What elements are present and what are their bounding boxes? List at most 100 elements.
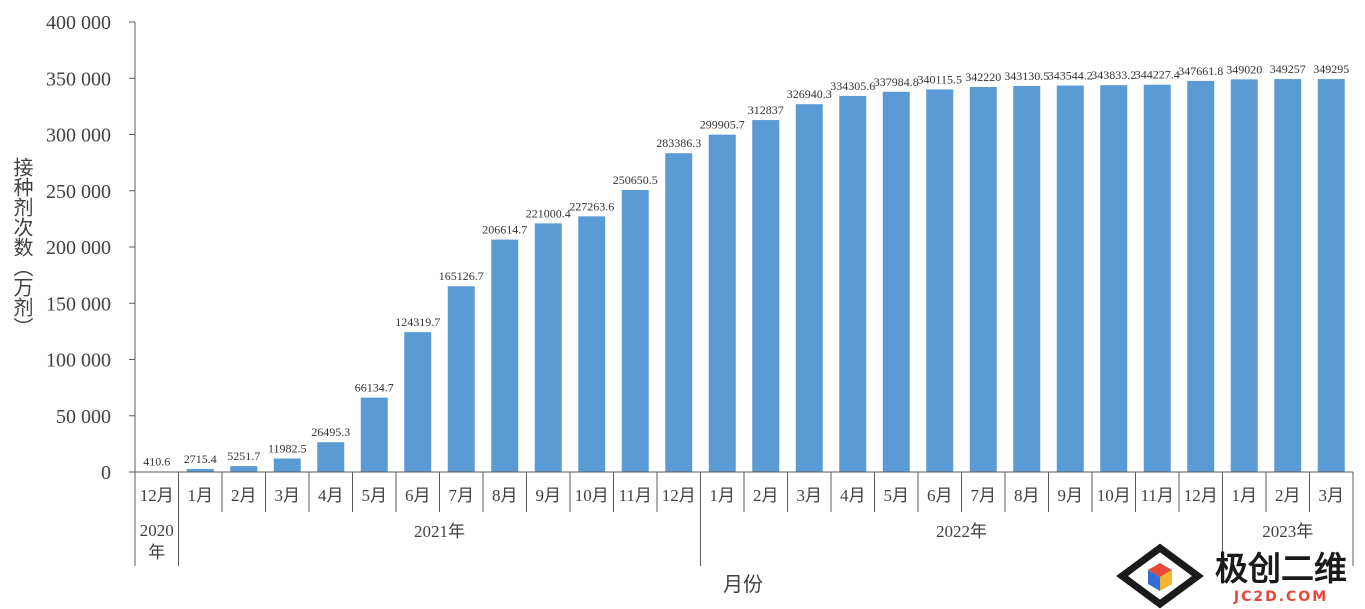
x-tick-label: 6月 — [927, 486, 953, 505]
data-label: 26495.3 — [311, 425, 350, 439]
bar — [882, 91, 910, 473]
y-tick-label: 0 — [101, 462, 111, 484]
data-label: 349295 — [1313, 62, 1349, 76]
bar — [360, 397, 388, 472]
data-label: 206614.7 — [482, 223, 527, 237]
watermark: 极创二维 JC2D.COM — [1116, 543, 1347, 609]
y-axis: 0 50 000 100 000 150 000 200 000 250 000 300 0… — [46, 12, 136, 484]
x-tick-label: 3月 — [1319, 486, 1345, 505]
bar — [926, 89, 954, 473]
data-label: 343833.2 — [1091, 68, 1136, 82]
watermark-subtext: JC2D.COM — [1233, 589, 1328, 605]
data-label: 312837 — [748, 103, 784, 117]
data-label: 410.6 — [143, 455, 170, 469]
bar — [1274, 79, 1302, 472]
data-label: 343544.2 — [1048, 69, 1093, 83]
data-label: 349257 — [1270, 62, 1306, 76]
bar — [317, 442, 345, 472]
bar — [273, 458, 301, 472]
data-label: 326940.3 — [787, 87, 832, 101]
x-tick-label: 3月 — [797, 486, 823, 505]
x-tick-label: 1月 — [1232, 486, 1258, 505]
bar — [1143, 84, 1171, 472]
x-tick-label: 10月 — [575, 486, 609, 505]
x-tick-label: 12月 — [140, 486, 174, 505]
bar — [621, 190, 649, 472]
x-tick-label: 2月 — [753, 486, 779, 505]
y-tick-label: 350 000 — [46, 68, 111, 90]
x-tick-label: 11月 — [1141, 486, 1174, 505]
year-group-label: 2023年 — [1262, 522, 1313, 541]
x-tick-label: 8月 — [492, 486, 518, 505]
data-label: 342220 — [965, 70, 1001, 84]
bar — [665, 153, 693, 472]
data-label: 334305.6 — [830, 79, 875, 93]
bar — [534, 223, 562, 472]
x-tick-label: 7月 — [449, 486, 475, 505]
data-label: 283386.3 — [656, 136, 701, 150]
data-label: 347661.8 — [1178, 64, 1223, 78]
y-tick-label: 50 000 — [56, 406, 111, 428]
bar — [969, 87, 997, 472]
data-label: 340115.5 — [917, 72, 962, 86]
x-tick-label: 5月 — [884, 486, 910, 505]
x-tick-label: 11月 — [619, 486, 652, 505]
bar — [1056, 85, 1084, 473]
year-group-label: 年 — [148, 543, 165, 562]
x-tick-label: 2月 — [231, 486, 257, 505]
x-axis-title: 月份 — [723, 573, 763, 596]
watermark-text: 极创二维 — [1215, 549, 1347, 588]
bar — [1100, 85, 1128, 472]
x-axis: 12月 1月 2月 3月 4月 5月 6月 7月 8月 9月 10月 11月 12月 1月 2月 3月 4月 5月… — [134, 471, 1354, 566]
data-label: 299905.7 — [700, 118, 745, 132]
x-tick-label: 12月 — [1184, 486, 1218, 505]
y-tick-label: 200 000 — [46, 237, 111, 259]
cube-logo-icon — [1116, 543, 1204, 609]
data-label: 165126.7 — [439, 269, 484, 283]
bar — [1230, 79, 1258, 472]
data-label: 221000.4 — [526, 206, 571, 220]
data-label: 124319.7 — [395, 315, 440, 329]
x-tick-label: 2月 — [1275, 486, 1301, 505]
data-label: 343130.5 — [1004, 69, 1049, 83]
x-tick-label: 4月 — [318, 486, 344, 505]
data-label: 5251.7 — [227, 449, 260, 463]
x-tick-label: 7月 — [971, 486, 997, 505]
bar — [839, 95, 867, 473]
bar — [1187, 80, 1215, 472]
data-label: 11982.5 — [268, 442, 307, 456]
x-tick-label: 4月 — [840, 486, 866, 505]
data-label: 250650.5 — [613, 173, 658, 187]
bar — [578, 216, 606, 472]
data-label: 227263.6 — [569, 199, 614, 213]
y-axis-title: 接种剂次数（万剂） — [10, 157, 33, 337]
year-group-label: 2022年 — [936, 522, 987, 541]
data-label: 337984.8 — [874, 75, 919, 89]
x-tick-label: 10月 — [1097, 486, 1131, 505]
y-tick-label: 100 000 — [46, 350, 111, 372]
x-tick-label: 3月 — [275, 486, 301, 505]
year-group-label: 2021年 — [414, 522, 465, 541]
y-tick-label: 150 000 — [46, 293, 111, 315]
y-tick-label: 400 000 — [46, 12, 111, 34]
x-tick-label: 12月 — [662, 486, 696, 505]
x-tick-label: 1月 — [188, 486, 214, 505]
bar — [708, 134, 736, 473]
bar — [795, 104, 823, 472]
bar — [752, 120, 780, 472]
y-tick-label: 300 000 — [46, 125, 111, 147]
bar — [1317, 79, 1345, 472]
bar — [186, 468, 214, 472]
bar — [404, 332, 432, 472]
x-tick-label: 1月 — [710, 486, 736, 505]
bar — [230, 466, 258, 472]
bar — [1013, 85, 1041, 473]
x-tick-label: 9月 — [536, 486, 562, 505]
data-label: 349020 — [1226, 62, 1262, 76]
data-label: 66134.7 — [355, 381, 394, 395]
data-label: 2715.4 — [184, 452, 217, 466]
y-tick-label: 250 000 — [46, 181, 111, 203]
x-tick-label: 9月 — [1058, 486, 1084, 505]
x-tick-label: 8月 — [1014, 486, 1040, 505]
